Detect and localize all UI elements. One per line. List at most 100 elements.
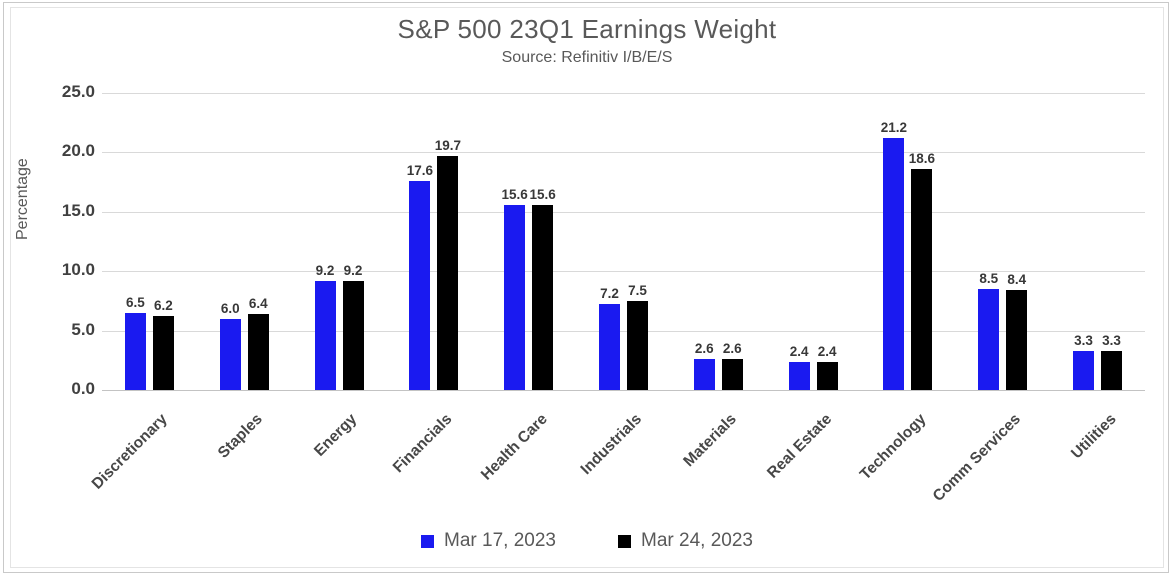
bar-column: 2.6 xyxy=(693,93,715,390)
bar-value-label: 9.2 xyxy=(315,262,335,278)
bar-column: 2.6 xyxy=(721,93,743,390)
bar-column: 18.6 xyxy=(908,93,936,390)
bar-column: 6.4 xyxy=(247,93,269,390)
bar xyxy=(721,359,743,390)
bar xyxy=(437,155,459,390)
bar-value-label: 6.4 xyxy=(248,295,268,311)
bar-column: 2.4 xyxy=(788,93,810,390)
bar xyxy=(1101,350,1123,390)
bar xyxy=(978,289,1000,390)
bar xyxy=(883,138,905,390)
bar-column: 2.4 xyxy=(816,93,838,390)
bar xyxy=(124,312,146,390)
legend-item-mar-17: Mar 17, 2023 xyxy=(421,530,556,552)
bar-group: 7.2 7.5 xyxy=(598,93,648,390)
bar-group: 15.6 15.6 xyxy=(501,93,556,390)
bar-group: 2.4 2.4 xyxy=(788,93,838,390)
bar-column: 7.2 xyxy=(598,93,620,390)
bar xyxy=(504,204,526,390)
y-tick-label: 10.0 xyxy=(61,260,95,280)
bar-column: 15.6 xyxy=(501,93,528,390)
bar-value-label: 8.5 xyxy=(979,271,999,287)
bar-value-label: 3.3 xyxy=(1102,332,1121,348)
legend-label: Mar 24, 2023 xyxy=(641,530,753,551)
bar-column: 9.2 xyxy=(314,93,336,390)
bar-column: 8.4 xyxy=(1006,93,1028,390)
gridline xyxy=(102,271,1145,273)
bar-group: 6.0 6.4 xyxy=(219,93,269,390)
chart-subtitle: Source: Refinitiv I/B/E/S xyxy=(501,49,673,66)
y-axis-title: Percentage xyxy=(14,158,31,240)
y-tick-label: 20.0 xyxy=(61,141,95,161)
gridline xyxy=(102,211,1145,213)
gridline xyxy=(102,93,1145,94)
bar-value-label: 8.4 xyxy=(1007,272,1027,288)
bar-value-label: 17.6 xyxy=(406,162,433,178)
bar-column: 15.6 xyxy=(529,93,556,390)
y-axis-tick-labels: 0.0 5.0 10.0 15.0 20.0 25.0 xyxy=(40,82,95,398)
bar-column: 6.0 xyxy=(219,93,241,390)
y-tick-label: 5.0 xyxy=(71,319,95,339)
bar-value-label: 6.2 xyxy=(154,298,173,314)
bar-column: 9.2 xyxy=(342,93,364,390)
bar-group: 3.3 3.3 xyxy=(1073,93,1123,390)
bar-group: 17.6 19.7 xyxy=(406,93,461,390)
chart-title: S&P 500 23Q1 Earnings Weight xyxy=(397,14,777,44)
bar-column: 6.5 xyxy=(124,93,146,390)
bar xyxy=(219,318,241,390)
legend-label: Mar 17, 2023 xyxy=(444,530,556,551)
legend-swatch-black xyxy=(618,534,631,548)
bar xyxy=(532,204,554,390)
gridline xyxy=(102,152,1145,154)
bar xyxy=(598,304,620,390)
bar xyxy=(911,169,933,390)
bar-group: 8.5 8.4 xyxy=(978,93,1028,390)
bar-column: 17.6 xyxy=(406,93,433,390)
legend-item-mar-24: Mar 24, 2023 xyxy=(618,530,753,552)
y-tick-label: 15.0 xyxy=(61,200,95,220)
bar xyxy=(693,359,715,390)
bar-value-label: 2.4 xyxy=(789,343,809,359)
bar-value-label: 18.6 xyxy=(908,151,936,167)
bar-value-label: 6.0 xyxy=(220,300,240,316)
bar-column: 21.2 xyxy=(881,93,907,390)
legend: Mar 17, 2023 Mar 24, 2023 xyxy=(0,530,1174,552)
bar-value-label: 19.7 xyxy=(434,137,461,153)
bar-column: 19.7 xyxy=(434,93,461,390)
bar xyxy=(342,280,364,390)
bar xyxy=(1006,290,1028,390)
bar-group: 2.6 2.6 xyxy=(693,93,743,390)
y-tick-label: 0.0 xyxy=(71,379,95,398)
bar-column: 8.5 xyxy=(978,93,1000,390)
bar-column: 3.3 xyxy=(1073,93,1095,390)
bar xyxy=(152,316,174,390)
bar-value-label: 6.5 xyxy=(126,294,145,310)
bar-value-label: 3.3 xyxy=(1074,332,1093,348)
bar-value-label: 15.6 xyxy=(529,186,556,202)
bar-value-label: 2.6 xyxy=(694,341,714,357)
bar-value-label: 7.5 xyxy=(628,282,647,298)
bar xyxy=(409,180,431,390)
bar xyxy=(314,280,336,390)
bar xyxy=(816,361,838,390)
bar xyxy=(626,300,648,390)
bar-value-label: 9.2 xyxy=(343,262,363,278)
bar xyxy=(247,313,269,390)
bar-group: 21.2 18.6 xyxy=(881,93,936,390)
bar-column: 7.5 xyxy=(626,93,648,390)
bar-value-label: 2.6 xyxy=(722,341,742,357)
plot-area: 6.5 6.2 6.0 6.4 9.2 9.2 17.6 19.7 15.6 15.6 7.2 7.5… xyxy=(102,93,1145,391)
bar-series: 6.5 6.2 6.0 6.4 9.2 9.2 17.6 19.7 15.6 15.6 7.2 7.5… xyxy=(102,93,1145,390)
bar-value-label: 7.2 xyxy=(600,286,619,302)
bar-value-label: 15.6 xyxy=(501,186,528,202)
bar-group: 9.2 9.2 xyxy=(314,93,364,390)
y-tick-label: 25.0 xyxy=(61,82,95,101)
bar-value-label: 2.4 xyxy=(817,343,837,359)
legend-swatch-blue xyxy=(421,534,435,548)
bar-column: 3.3 xyxy=(1101,93,1123,390)
bar xyxy=(788,361,810,390)
gridline xyxy=(102,390,1145,391)
bar-group: 6.5 6.2 xyxy=(124,93,174,390)
bar xyxy=(1073,350,1095,390)
